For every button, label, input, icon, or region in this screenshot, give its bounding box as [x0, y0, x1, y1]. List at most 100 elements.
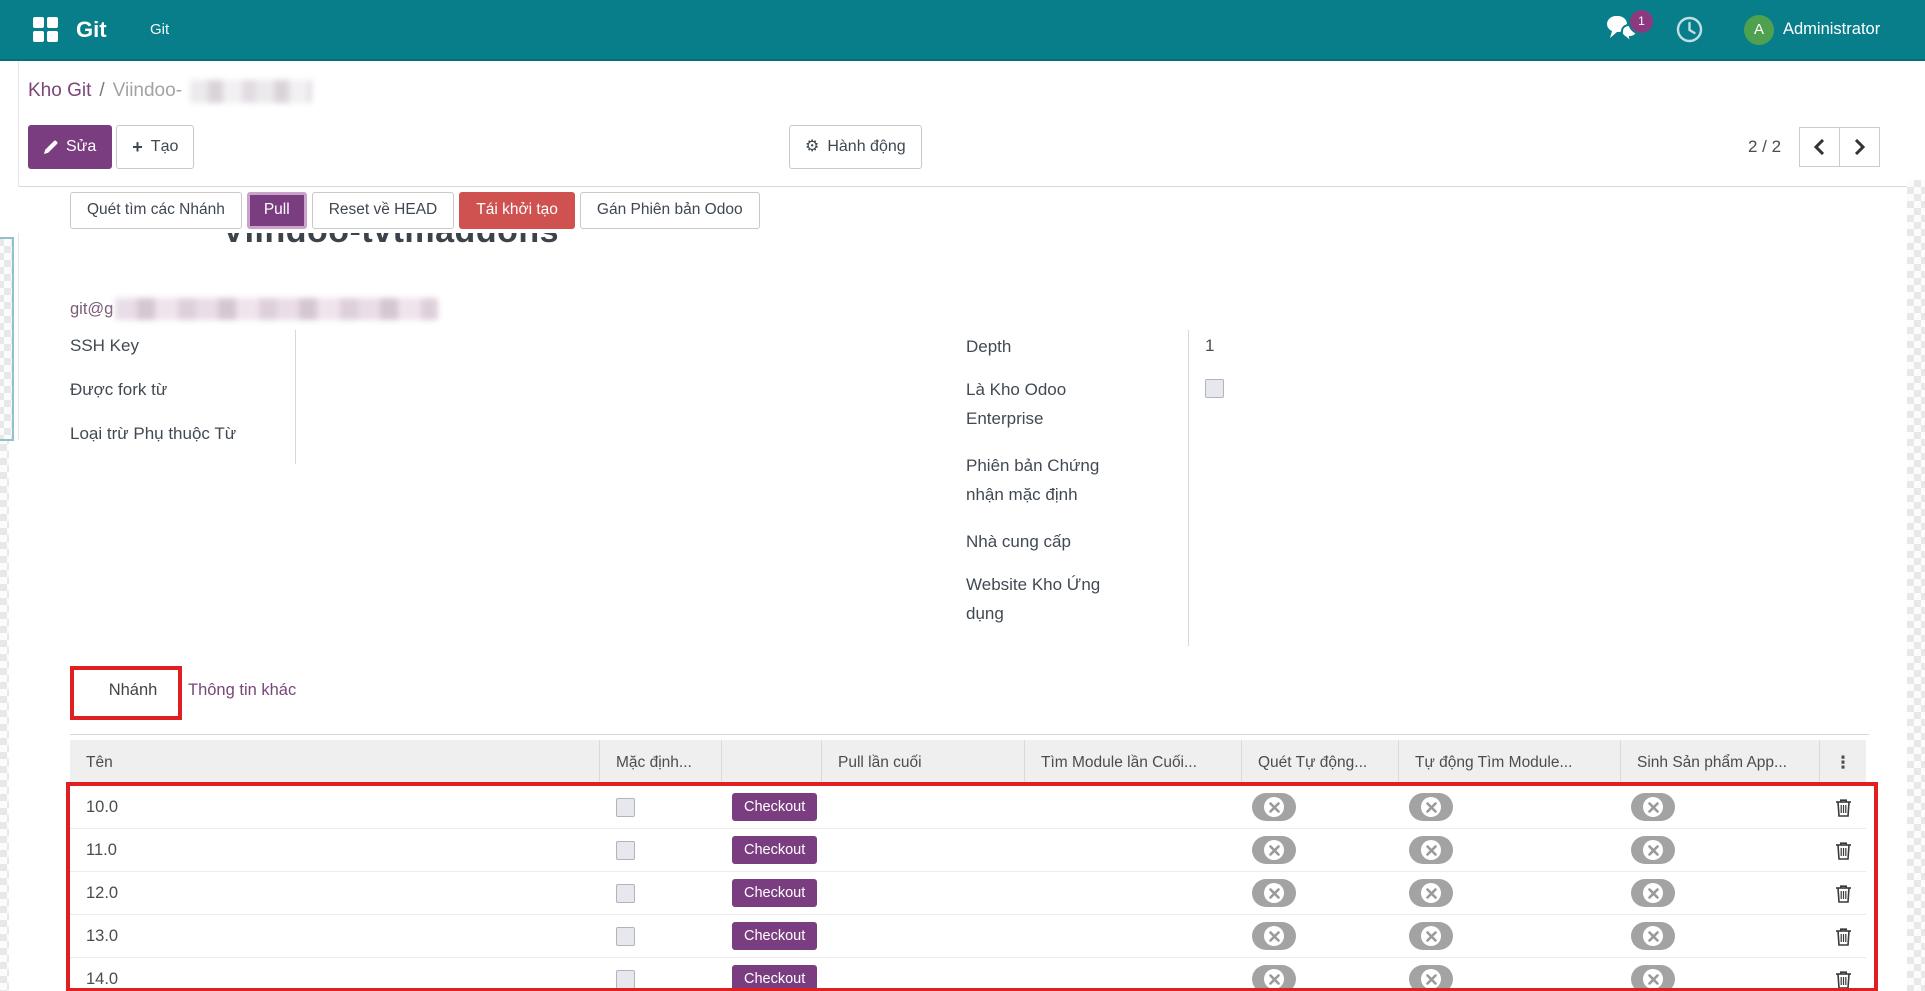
auto-scan-toggle[interactable] [1252, 922, 1296, 950]
edit-button[interactable]: Sửa [28, 125, 113, 169]
branch-name: 12.0 [86, 883, 119, 902]
messages-icon[interactable]: 1 [1604, 8, 1655, 48]
branch-row-10-0[interactable]: 10.0 Checkout [70, 786, 1866, 829]
field-row-website-kho-ung-dung: Website Kho Ứng dụng [966, 570, 1396, 632]
tab-branches[interactable]: Nhánh [108, 681, 158, 699]
statusbar-button-pull[interactable]: Pull [246, 191, 307, 229]
column-header-sinh-san-pham-app[interactable]: Sinh Sản phẩm App... [1621, 740, 1820, 785]
pager-next-button[interactable] [1839, 127, 1881, 167]
statusbar-button-reset-ve-head[interactable]: Reset về HEAD [311, 191, 455, 229]
user-avatar[interactable]: A [1744, 15, 1774, 45]
repo-url-prefix[interactable]: git@g [70, 299, 114, 318]
field-label-loai-tru-phu-thuoc-tu: Loại trừ Phụ thuộc Từ [70, 424, 237, 443]
field-value-website-kho-ung-dung [1188, 570, 1205, 632]
auto-scan-toggle[interactable] [1252, 879, 1296, 907]
column-header-pull-lan-cuoi[interactable]: Pull lần cuối [822, 740, 1025, 785]
menu-item-git[interactable]: Git [150, 21, 170, 38]
column-selector-icon[interactable]: ⋮ [1834, 753, 1852, 772]
checkout-button[interactable]: Checkout [732, 922, 818, 950]
pager: 2 / 2 [1748, 125, 1881, 169]
checkbox-la-kho-odoo-enterprise[interactable] [1205, 379, 1224, 398]
tab-other-info[interactable]: Thông tin khác [188, 681, 297, 699]
generate-app-products-toggle[interactable] [1631, 922, 1675, 950]
x-icon [1647, 844, 1659, 856]
field-label-depth: Depth [966, 337, 1012, 356]
content-left-edge [18, 59, 19, 440]
left-fields: SSH Key Được fork từ Loại trừ Phụ thuộc Từ [70, 332, 290, 464]
auto-scan-toggle[interactable] [1252, 965, 1296, 991]
delete-row-button[interactable] [1820, 927, 1866, 946]
right-fields-separator [1188, 330, 1189, 646]
column-header-quet-tu-ong[interactable]: Quét Tự động... [1242, 740, 1399, 785]
branch-name: 10.0 [86, 797, 119, 816]
default-checkbox[interactable] [616, 840, 635, 860]
left-fields-separator [295, 330, 296, 464]
trash-icon [1835, 884, 1851, 903]
left-edge-artifact-box [0, 237, 14, 441]
x-icon [1268, 887, 1280, 899]
generate-app-products-toggle[interactable] [1631, 965, 1675, 991]
plus-icon: + [132, 137, 143, 157]
branch-row-11-0[interactable]: 11.0 Checkout [70, 829, 1866, 872]
messages-badge: 1 [1628, 8, 1655, 35]
branches-table: Tên Mặc định... Pull lần cuối Tìm Module lầ… [70, 740, 1866, 991]
header-divider [18, 186, 1907, 187]
user-menu[interactable]: Administrator [1783, 20, 1881, 38]
auto-find-modules-toggle[interactable] [1409, 793, 1453, 821]
action-menu-button[interactable]: ⚙ Hành động [789, 125, 922, 169]
delete-row-button[interactable] [1820, 884, 1866, 903]
column-header-tu-ong-tim-module[interactable]: Tự động Tìm Module... [1399, 740, 1621, 785]
apps-menu-icon[interactable] [33, 17, 58, 42]
create-button[interactable]: + Tạo [116, 125, 195, 169]
auto-scan-toggle[interactable] [1252, 793, 1296, 821]
checkout-button[interactable]: Checkout [732, 793, 818, 821]
delete-row-button[interactable] [1820, 970, 1866, 989]
statusbar-button-quet-tim-cac-nhanh[interactable]: Quét tìm các Nhánh [70, 191, 242, 229]
auto-find-modules-toggle[interactable] [1409, 836, 1453, 864]
statusbar-button-gan-phien-ban-odoo[interactable]: Gán Phiên bản Odoo [579, 191, 760, 229]
field-value-depth: 1 [1205, 336, 1215, 355]
branch-name: 13.0 [86, 926, 119, 945]
breadcrumb-separator: / [99, 80, 105, 101]
branch-row-12-0[interactable]: 12.0 Checkout [70, 872, 1866, 915]
field-row-depth: Depth 1 [966, 332, 1396, 361]
field-label-nha-cung-cap: Nhà cung cấp [966, 532, 1071, 551]
checkout-button[interactable]: Checkout [732, 965, 818, 991]
delete-row-button[interactable] [1820, 798, 1866, 817]
default-checkbox[interactable] [616, 797, 635, 817]
delete-row-button[interactable] [1820, 841, 1866, 860]
generate-app-products-toggle[interactable] [1631, 836, 1675, 864]
default-checkbox[interactable] [616, 883, 635, 903]
breadcrumb-parent-link[interactable]: Kho Git [28, 80, 92, 101]
generate-app-products-toggle[interactable] [1631, 879, 1675, 907]
x-icon [1268, 973, 1280, 985]
generate-app-products-toggle[interactable] [1631, 793, 1675, 821]
checkout-button[interactable]: Checkout [732, 836, 818, 864]
column-header-ten[interactable]: Tên [70, 740, 600, 785]
column-header-tim-module-lan-cuoi[interactable]: Tìm Module lần Cuối... [1025, 740, 1242, 785]
default-checkbox[interactable] [616, 926, 635, 946]
auto-find-modules-toggle[interactable] [1409, 965, 1453, 991]
activities-icon[interactable] [1676, 16, 1703, 43]
column-header-mac-inh[interactable]: Mặc định... [600, 740, 722, 785]
right-fields: Depth 1 Là Kho Odoo Enterprise Phiên bản Ch… [966, 332, 1396, 646]
auto-scan-toggle[interactable] [1252, 836, 1296, 864]
auto-find-modules-toggle[interactable] [1409, 879, 1453, 907]
default-checkbox[interactable] [616, 969, 635, 989]
x-icon [1647, 801, 1659, 813]
screenshot-right-margin [1907, 180, 1925, 991]
app-title[interactable]: Git [76, 17, 107, 42]
trash-icon [1835, 970, 1851, 989]
checkout-button[interactable]: Checkout [732, 879, 818, 907]
pager-previous-button[interactable] [1799, 127, 1841, 167]
statusbar-buttons: Quét tìm các Nhánh Pull Reset về HEAD Tái k… [0, 187, 1907, 233]
pager-count: 2 / 2 [1748, 137, 1782, 156]
statusbar-button-tai-khoi-tao[interactable]: Tái khởi tạo [459, 191, 575, 229]
branch-row-13-0[interactable]: 13.0 Checkout [70, 915, 1866, 958]
branch-row-14-0[interactable]: 14.0 Checkout [70, 958, 1866, 991]
clock-icon [1676, 16, 1703, 43]
auto-find-modules-toggle[interactable] [1409, 922, 1453, 950]
edit-button-label: Sửa [66, 138, 97, 155]
field-value-nha-cung-cap [1188, 527, 1205, 556]
field-value-phien-ban-chung-nhan-mac-inh [1188, 451, 1205, 513]
